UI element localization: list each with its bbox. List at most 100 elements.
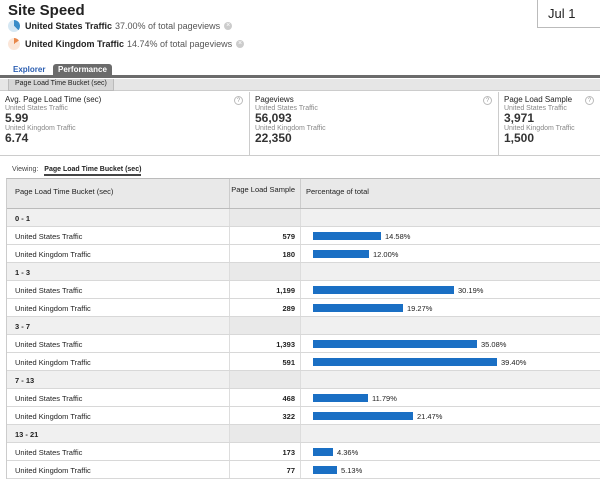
percentage-bar [313,340,477,348]
percentage-label: 19.27% [407,304,433,313]
segment-label: United States Traffic [15,394,83,403]
percentage-label: 39.40% [501,358,527,367]
help-icon[interactable]: ? [483,96,492,105]
subtab-page-load-bucket[interactable]: Page Load Time Bucket (sec) [8,79,114,91]
table-header: Page Load Time Bucket (sec) Page Load Sa… [7,179,600,209]
segment-us-traffic[interactable]: United States Traffic 37.00% of total pa… [8,20,233,32]
viewing-dimension: Viewing: Page Load Time Bucket (sec) [12,166,142,176]
bucket-label: 1 - 3 [15,268,31,277]
percentage-bar [313,250,369,258]
percentage-bar [313,412,413,420]
percentage-bar [313,358,497,366]
group-row: 1 - 3 [7,263,600,281]
sample-value: 591 [229,353,301,370]
tab-explorer[interactable]: Explorer [13,65,46,74]
segment-label: United Kingdom Traffic [15,466,91,475]
column-header-sample[interactable]: Page Load Sample [229,179,301,208]
segment-label: United Kingdom Traffic [15,250,91,259]
percentage-bar [313,394,368,402]
bucket-label: 3 - 7 [15,322,31,331]
percentage-label: 35.08% [481,340,507,349]
bucket-sample-cell [229,425,301,442]
scorecard-value: 22,350 [255,131,292,145]
segment-label: United States Traffic [15,448,83,457]
segment-label: United Kingdom Traffic [15,358,91,367]
scorecard-segment-label: United Kingdom Traffic [504,125,575,132]
bucket-sample-cell [229,209,301,226]
bucket-label: 0 - 1 [15,214,31,223]
help-icon[interactable]: ? [234,96,243,105]
table-row: United Kingdom Traffic 322 21.47% [7,407,600,425]
segment-percentage: 14.74% of total pageviews [127,39,233,49]
percentage-label: 30.19% [458,286,484,295]
scorecard-segment-label: United States Traffic [504,105,567,112]
segment-percentage: 37.00% of total pageviews [115,21,221,31]
report-tabs: Explorer Performance [0,64,600,78]
table-row: United States Traffic 579 14.58% [7,227,600,245]
subtab-row: Page Load Time Bucket (sec) [0,79,600,91]
percentage-label: 11.79% [372,394,397,403]
pie-chart-icon [8,20,20,32]
table-row: United States Traffic 1,199 30.19% [7,281,600,299]
group-row: 7 - 13 [7,371,600,389]
scorecard-title: Pageviews [255,95,294,104]
remove-segment-icon[interactable]: × [236,40,245,48]
date-range-picker[interactable]: Jul 1 [537,0,600,28]
scorecard-value: 56,093 [255,111,292,125]
column-header-bucket[interactable]: Page Load Time Bucket (sec) [15,187,114,196]
scorecard-segment-label: United Kingdom Traffic [5,125,76,132]
scorecard-value: 3,971 [504,111,535,125]
segment-label: United States Traffic [15,340,83,349]
segment-label: United States Traffic [15,232,83,241]
percentage-label: 21.47% [417,412,443,421]
tab-performance[interactable]: Performance [53,64,112,76]
scorecard-segment-label: United States Traffic [5,105,68,112]
scorecard-title: Page Load Sample [504,95,573,104]
scorecard-segment-label: United States Traffic [255,105,318,112]
percentage-label: 14.58% [385,232,411,241]
sample-value: 289 [229,299,301,316]
group-row: 0 - 1 [7,209,600,227]
scorecard-pageviews: Pageviews United States Traffic 56,093 U… [250,92,499,155]
scorecard-segment-label: United Kingdom Traffic [255,125,326,132]
percentage-bar [313,448,333,456]
sample-value: 322 [229,407,301,424]
table-row: United Kingdom Traffic 591 39.40% [7,353,600,371]
remove-segment-icon[interactable]: × [224,22,233,30]
bucket-label: 13 - 21 [15,430,39,439]
sample-value: 173 [229,443,301,460]
group-row: 3 - 7 [7,317,600,335]
column-header-percentage[interactable]: Percentage of total [306,187,369,196]
segment-name: United States Traffic [25,21,113,31]
help-icon[interactable]: ? [585,96,594,105]
sample-value: 468 [229,389,301,406]
bucket-sample-cell [229,371,301,388]
percentage-label: 4.36% [337,448,359,457]
bucket-sample-cell [229,317,301,334]
table-row: United Kingdom Traffic 289 19.27% [7,299,600,317]
segment-name: United Kingdom Traffic [25,39,124,49]
sample-value: 77 [229,461,301,478]
sample-value: 1,393 [229,335,301,352]
percentage-bar [313,304,403,312]
percentage-bar [313,286,454,294]
scorecard-avg-load-time: Avg. Page Load Time (sec) United States … [0,92,250,155]
sample-value: 1,199 [229,281,301,298]
percentage-label: 5.13% [341,466,363,475]
divider [0,155,600,156]
table-row: United Kingdom Traffic 180 12.00% [7,245,600,263]
viewing-label: Viewing: [12,166,39,173]
segment-uk-traffic[interactable]: United Kingdom Traffic 14.74% of total p… [8,38,245,50]
bucket-label: 7 - 13 [15,376,35,385]
segment-label: United Kingdom Traffic [15,304,91,313]
data-table: Page Load Time Bucket (sec) Page Load Sa… [6,178,600,479]
scorecard-title: Avg. Page Load Time (sec) [5,95,102,104]
segment-label: United Kingdom Traffic [15,412,91,421]
sample-value: 579 [229,227,301,244]
pie-chart-icon [8,38,20,50]
viewing-dimension-link[interactable]: Page Load Time Bucket (sec) [44,166,142,176]
scorecard-page-load-sample: Page Load Sample United States Traffic 3… [499,92,600,155]
page-title: Site Speed [8,2,85,19]
table-row: United Kingdom Traffic 77 5.13% [7,461,600,479]
percentage-bar [313,466,337,474]
